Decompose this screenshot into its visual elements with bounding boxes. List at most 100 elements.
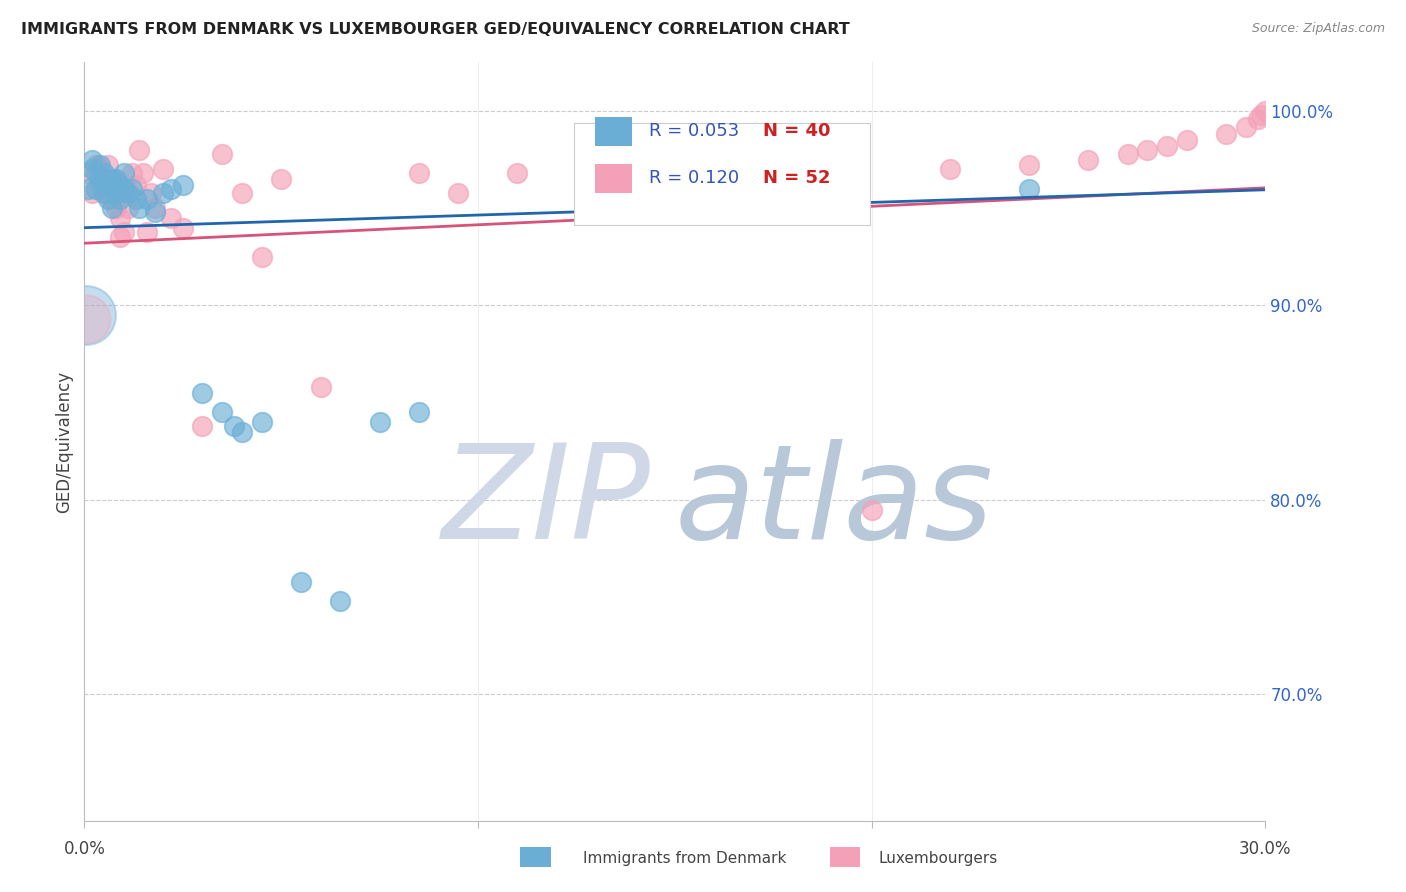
Point bbox=[108, 192, 131, 206]
Point bbox=[124, 192, 146, 206]
Point bbox=[101, 172, 124, 186]
Text: Immigrants from Denmark: Immigrants from Denmark bbox=[583, 851, 787, 865]
Point bbox=[1246, 112, 1268, 126]
Point bbox=[270, 172, 292, 186]
Point bbox=[1116, 146, 1139, 161]
Point bbox=[97, 159, 120, 173]
Point bbox=[124, 178, 146, 192]
Point bbox=[89, 159, 111, 173]
Point bbox=[250, 415, 273, 429]
Point bbox=[82, 186, 104, 200]
Point bbox=[290, 574, 312, 589]
Text: Luxembourgers: Luxembourgers bbox=[879, 851, 998, 865]
Point bbox=[408, 405, 430, 419]
Text: Source: ZipAtlas.com: Source: ZipAtlas.com bbox=[1251, 22, 1385, 36]
Point bbox=[1136, 143, 1159, 157]
Point bbox=[231, 186, 253, 200]
Point bbox=[160, 182, 183, 196]
Point bbox=[121, 182, 143, 196]
Point bbox=[101, 182, 124, 196]
Point bbox=[112, 225, 135, 239]
Point bbox=[84, 166, 107, 180]
Point bbox=[84, 159, 107, 173]
Bar bbox=[595, 117, 633, 145]
Y-axis label: GED/Equivalency: GED/Equivalency bbox=[55, 370, 73, 513]
Point bbox=[101, 201, 124, 215]
Point bbox=[1077, 153, 1099, 167]
Point bbox=[191, 386, 214, 401]
Point bbox=[1018, 182, 1040, 196]
Point bbox=[368, 415, 391, 429]
Bar bbox=[520, 847, 551, 867]
Point bbox=[104, 178, 127, 192]
Point bbox=[172, 178, 194, 192]
Point bbox=[128, 143, 150, 157]
Point bbox=[762, 182, 785, 196]
Point bbox=[152, 186, 174, 200]
Point bbox=[1156, 139, 1178, 153]
Point bbox=[108, 230, 131, 244]
Point bbox=[93, 186, 115, 200]
Point bbox=[117, 186, 139, 200]
Text: 0.0%: 0.0% bbox=[63, 839, 105, 857]
Point bbox=[1215, 128, 1237, 142]
Point bbox=[104, 201, 127, 215]
Point bbox=[84, 182, 107, 196]
Point bbox=[108, 178, 131, 192]
Point bbox=[703, 166, 725, 180]
Point bbox=[93, 186, 115, 200]
Point bbox=[152, 162, 174, 177]
Point bbox=[112, 166, 135, 180]
Text: R = 0.120: R = 0.120 bbox=[650, 169, 740, 186]
Point bbox=[97, 192, 120, 206]
Point bbox=[1234, 120, 1257, 134]
Point bbox=[112, 186, 135, 200]
Point bbox=[447, 186, 470, 200]
Point bbox=[309, 380, 332, 394]
Point bbox=[104, 172, 127, 186]
Point bbox=[82, 153, 104, 167]
Text: ZIP: ZIP bbox=[443, 439, 651, 566]
Point bbox=[75, 312, 97, 326]
Text: 30.0%: 30.0% bbox=[1239, 839, 1292, 857]
Point bbox=[77, 182, 100, 196]
Text: IMMIGRANTS FROM DENMARK VS LUXEMBOURGER GED/EQUIVALENCY CORRELATION CHART: IMMIGRANTS FROM DENMARK VS LUXEMBOURGER … bbox=[21, 22, 849, 37]
Point bbox=[1254, 103, 1277, 118]
Point bbox=[121, 166, 143, 180]
Point bbox=[77, 166, 100, 180]
Point bbox=[104, 186, 127, 200]
Point bbox=[1175, 133, 1198, 147]
Point bbox=[860, 502, 883, 516]
Point bbox=[141, 186, 163, 200]
Point bbox=[93, 178, 115, 192]
Point bbox=[408, 166, 430, 180]
Point bbox=[939, 162, 962, 177]
Point bbox=[250, 250, 273, 264]
Point bbox=[143, 201, 166, 215]
Text: atlas: atlas bbox=[675, 439, 994, 566]
Point bbox=[93, 166, 115, 180]
Point bbox=[172, 220, 194, 235]
Text: R = 0.053: R = 0.053 bbox=[650, 121, 740, 140]
Point bbox=[75, 308, 97, 322]
Point bbox=[191, 419, 214, 434]
Point bbox=[117, 201, 139, 215]
Point bbox=[136, 225, 159, 239]
Bar bbox=[595, 164, 633, 193]
Point bbox=[329, 594, 352, 608]
Point bbox=[1018, 159, 1040, 173]
Point bbox=[231, 425, 253, 439]
Point bbox=[136, 192, 159, 206]
Point bbox=[89, 162, 111, 177]
Point bbox=[97, 172, 120, 186]
Point bbox=[160, 211, 183, 225]
Point bbox=[506, 166, 529, 180]
Text: N = 52: N = 52 bbox=[763, 169, 831, 186]
Point bbox=[585, 162, 607, 177]
Point bbox=[89, 178, 111, 192]
Point bbox=[101, 192, 124, 206]
Point bbox=[211, 146, 233, 161]
Point bbox=[222, 419, 245, 434]
Point bbox=[1250, 108, 1272, 122]
Point bbox=[112, 182, 135, 196]
